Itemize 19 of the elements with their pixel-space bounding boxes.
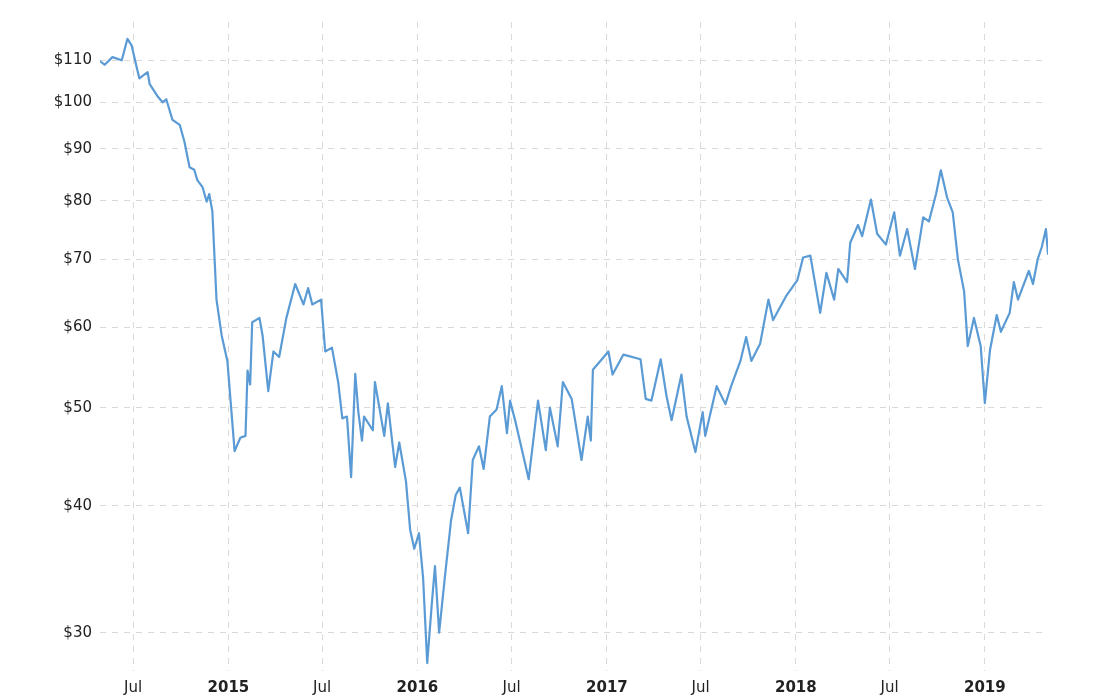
y-tick-label: $60 bbox=[63, 317, 92, 336]
y-tick-label: $70 bbox=[63, 249, 92, 268]
y-tick-label: $40 bbox=[63, 495, 92, 514]
y-tick-label: $90 bbox=[63, 138, 92, 157]
y-tick-label: $80 bbox=[63, 190, 92, 209]
y-tick-label: $100 bbox=[53, 92, 92, 111]
x-tick-label: 2015 bbox=[207, 677, 250, 696]
x-tick-label: Jul bbox=[312, 677, 332, 696]
y-tick-label: $30 bbox=[63, 622, 92, 641]
x-tick-label: 2017 bbox=[586, 677, 628, 696]
y-tick-label: $50 bbox=[63, 397, 92, 416]
x-tick-label: 2016 bbox=[396, 677, 439, 696]
x-tick-label: 2018 bbox=[774, 677, 817, 696]
x-tick-label: Jul bbox=[690, 677, 710, 696]
x-tick-label: 2019 bbox=[963, 677, 1006, 696]
x-tick-label: Jul bbox=[501, 677, 521, 696]
x-tick-label: Jul bbox=[123, 677, 143, 696]
x-tick-label: Jul bbox=[879, 677, 899, 696]
y-tick-label: $110 bbox=[53, 50, 92, 69]
